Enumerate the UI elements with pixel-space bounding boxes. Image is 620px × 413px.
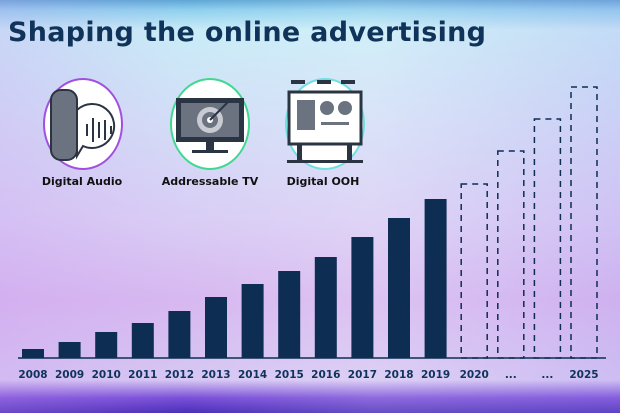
billboard-icon bbox=[285, 78, 365, 170]
bar bbox=[22, 349, 44, 358]
x-tick-label: 2013 bbox=[201, 369, 230, 381]
x-tick-label: 2018 bbox=[384, 369, 413, 381]
projected-bar bbox=[570, 86, 598, 359]
x-tick-label: 2025 bbox=[569, 369, 598, 381]
channel-label-digital-audio: Digital Audio bbox=[41, 175, 123, 188]
x-tick-label: 2012 bbox=[165, 369, 194, 381]
bar bbox=[131, 323, 154, 358]
x-tick-label: ... bbox=[541, 369, 553, 381]
x-tick-label: 2020 bbox=[460, 369, 489, 381]
projected-bar bbox=[460, 183, 488, 359]
x-tick-label: 2014 bbox=[238, 369, 267, 381]
x-tick-label: 2010 bbox=[92, 369, 121, 381]
projected-bar bbox=[533, 118, 562, 359]
bar bbox=[278, 271, 301, 358]
smart-speaker-icon bbox=[43, 78, 123, 170]
x-tick-label: 2008 bbox=[18, 369, 47, 381]
bar bbox=[58, 342, 81, 358]
x-tick-label: ... bbox=[505, 369, 517, 381]
x-tick-label: 2019 bbox=[421, 369, 450, 381]
bar bbox=[424, 199, 447, 358]
bar bbox=[168, 311, 191, 358]
channel-label-addressable-tv: Addressable TV bbox=[161, 175, 259, 188]
x-tick-label: 2016 bbox=[311, 369, 340, 381]
x-tick-label: 2011 bbox=[128, 369, 157, 381]
x-tick-label: 2009 bbox=[55, 369, 84, 381]
x-tick-label: 2017 bbox=[348, 369, 377, 381]
page-title: Shaping the online advertising bbox=[8, 17, 487, 48]
bar bbox=[314, 257, 337, 358]
bar bbox=[241, 284, 264, 358]
bar bbox=[351, 237, 374, 358]
x-tick-label: 2015 bbox=[275, 369, 304, 381]
tv-target-icon bbox=[170, 78, 250, 170]
projected-bar bbox=[497, 150, 525, 359]
bar bbox=[205, 297, 227, 358]
bar bbox=[95, 332, 118, 358]
bar bbox=[388, 218, 410, 358]
channel-label-digital-ooh: Digital OOH bbox=[286, 175, 360, 188]
